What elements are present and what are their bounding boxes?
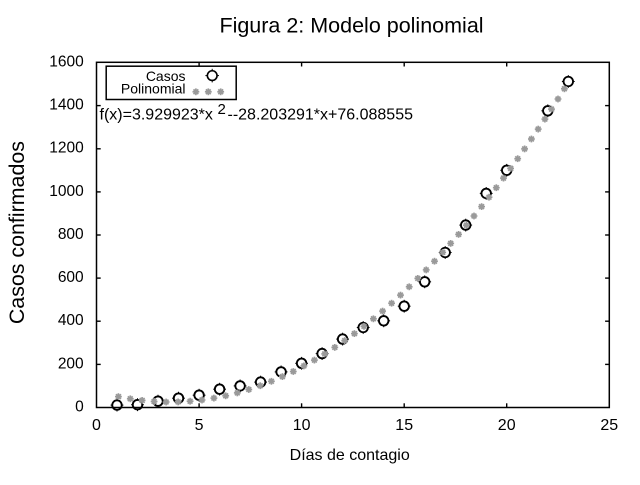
svg-text:20: 20: [498, 417, 516, 434]
svg-text:15: 15: [395, 417, 413, 434]
svg-text:2: 2: [218, 101, 226, 118]
svg-text:0: 0: [75, 398, 84, 415]
svg-text:1600: 1600: [49, 53, 84, 70]
svg-text:10: 10: [293, 417, 311, 434]
svg-text:800: 800: [58, 226, 84, 243]
svg-text:1200: 1200: [49, 140, 84, 157]
svg-text:Días de contagio: Días de contagio: [290, 447, 410, 464]
svg-text:Figura 2: Modelo polinomial: Figura 2: Modelo polinomial: [219, 13, 483, 37]
svg-text:Casos: Casos: [146, 68, 186, 84]
svg-text:1400: 1400: [49, 97, 84, 114]
svg-text:600: 600: [58, 269, 84, 286]
svg-text:Casos confirmados: Casos confirmados: [5, 141, 29, 324]
svg-text:25: 25: [600, 417, 618, 434]
svg-text:--28.203291*x+76.088555: --28.203291*x+76.088555: [228, 106, 414, 123]
svg-text:0: 0: [92, 417, 101, 434]
svg-text:5: 5: [195, 417, 204, 434]
svg-text:400: 400: [58, 312, 84, 329]
svg-text:1000: 1000: [49, 183, 84, 200]
svg-text:200: 200: [58, 355, 84, 372]
svg-text:f(x)=3.929923*x: f(x)=3.929923*x: [100, 106, 213, 123]
svg-text:Polinomial: Polinomial: [121, 81, 186, 97]
